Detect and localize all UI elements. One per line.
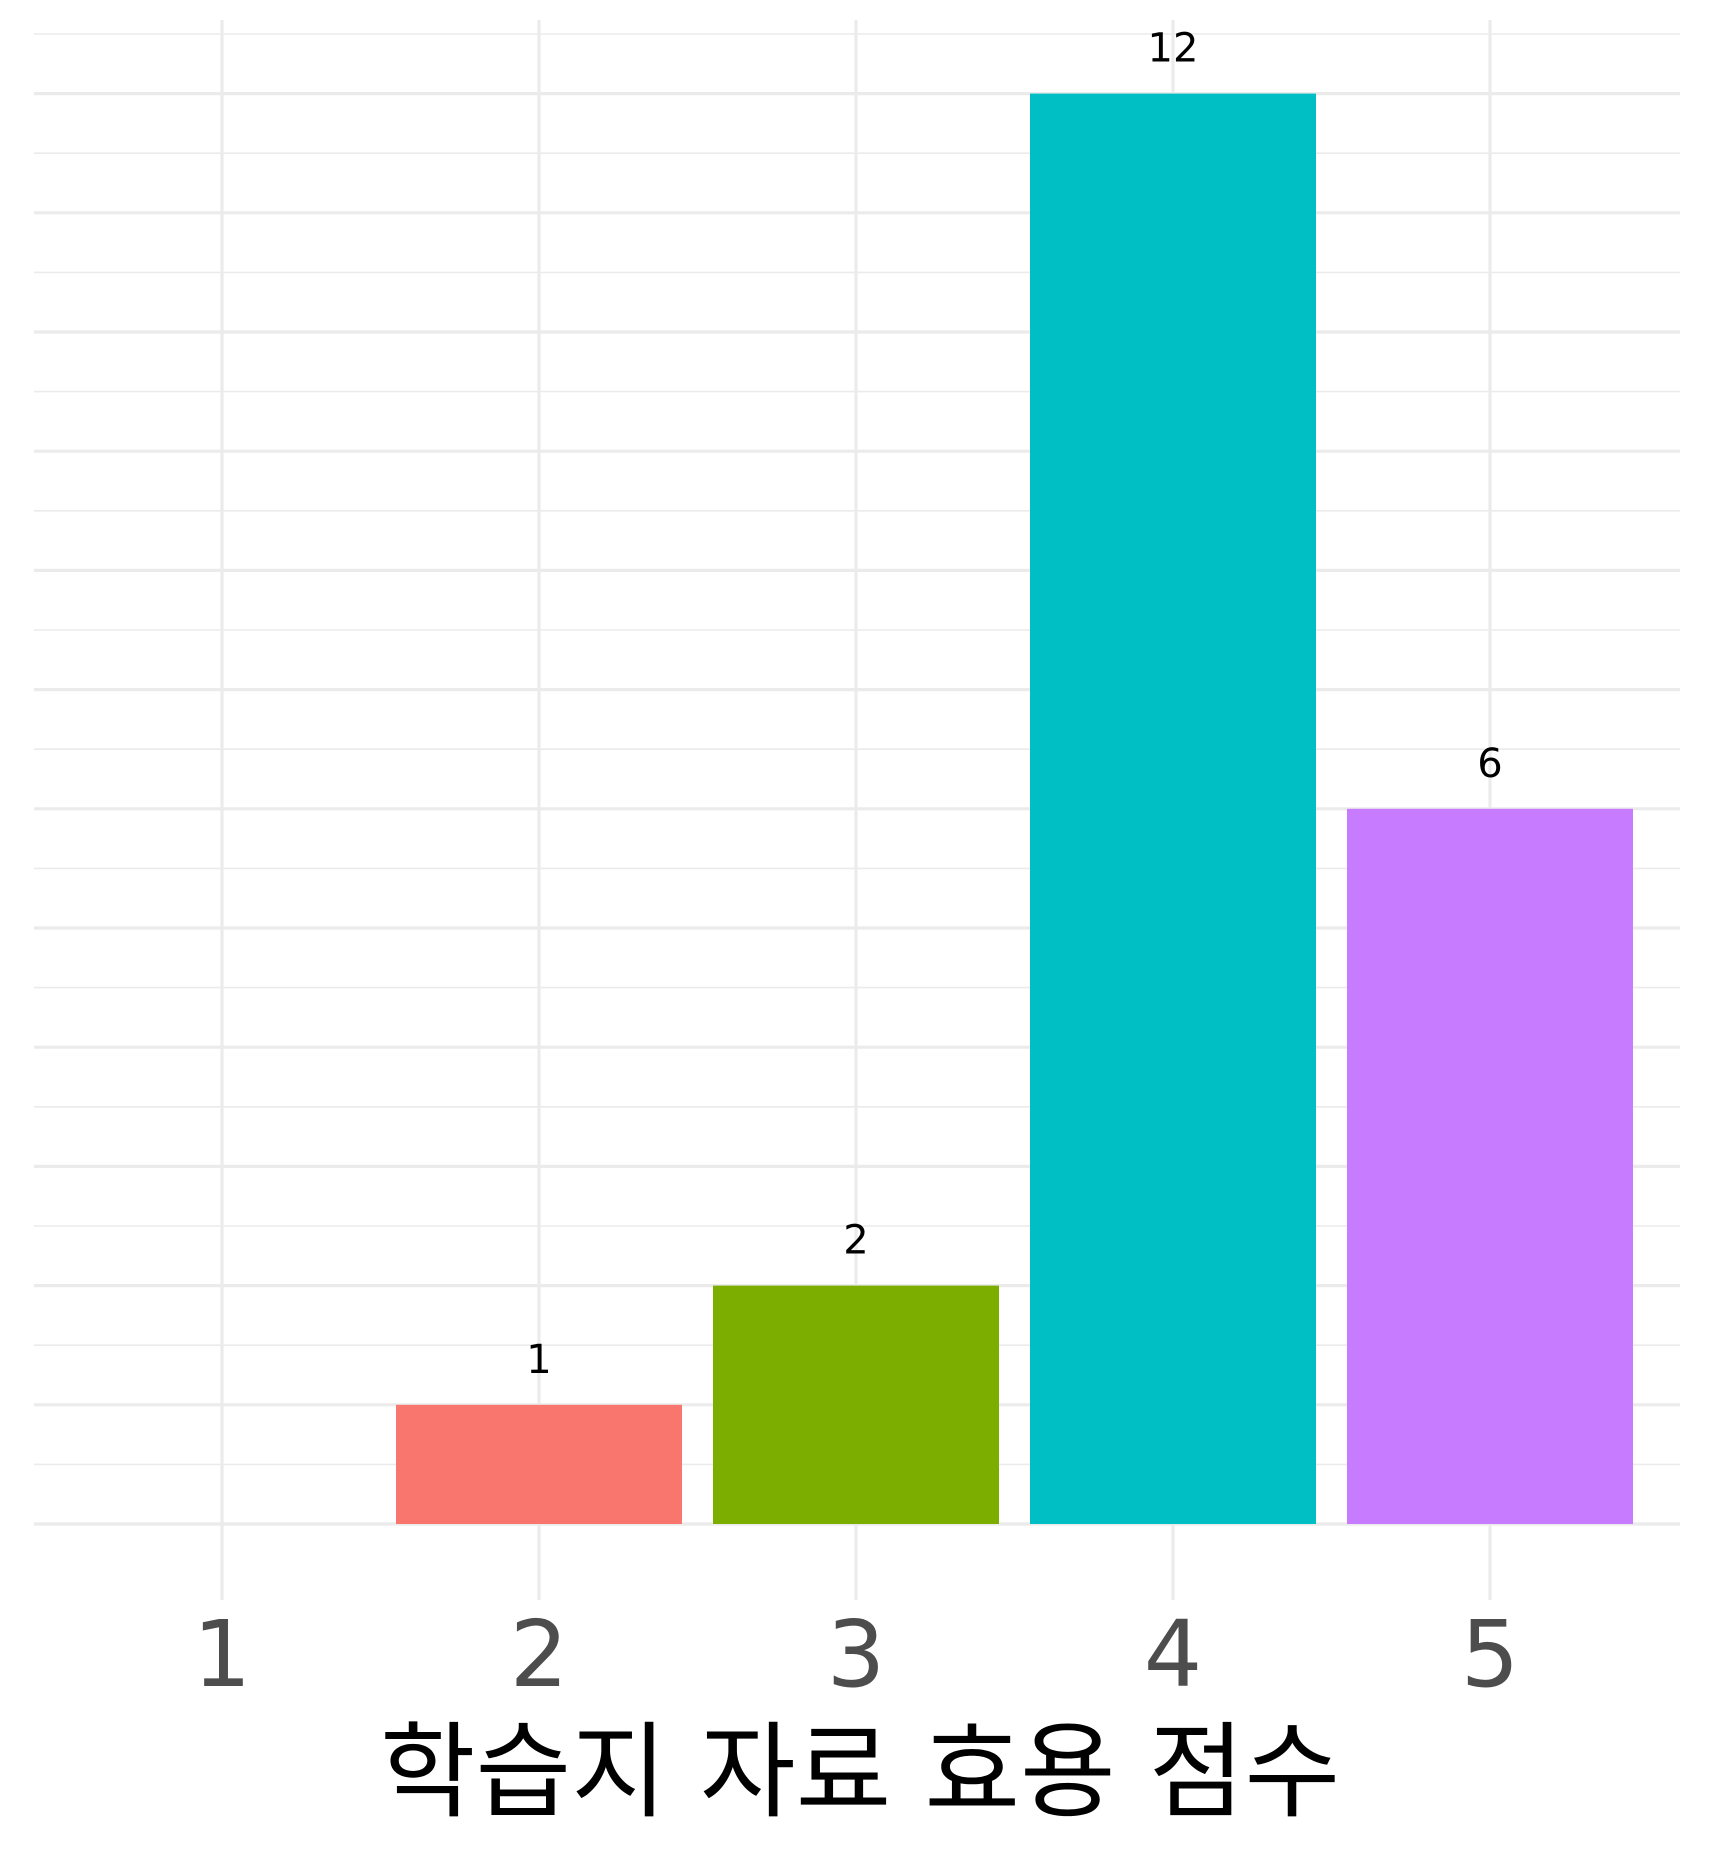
bar-4 — [1030, 93, 1316, 1525]
x-tick-label-4: 4 — [1144, 1601, 1203, 1708]
bar-5 — [1347, 808, 1633, 1524]
data-label-5: 6 — [1477, 741, 1502, 787]
bars — [396, 93, 1633, 1525]
bar-2 — [396, 1404, 682, 1524]
x-tick-label-3: 3 — [827, 1601, 886, 1708]
x-tick-label-5: 5 — [1461, 1601, 1520, 1708]
data-label-3: 2 — [843, 1218, 868, 1264]
x-axis-title: 학습지 자료 효용 점수 — [380, 1711, 1340, 1833]
x-tick-label-1: 1 — [193, 1601, 252, 1708]
bar-3 — [713, 1285, 999, 1524]
data-label-2: 1 — [526, 1337, 551, 1383]
data-label-4: 12 — [1148, 26, 1199, 72]
x-tick-labels: 1 2 3 4 5 — [193, 1601, 1520, 1708]
x-tick-label-2: 2 — [510, 1601, 569, 1708]
